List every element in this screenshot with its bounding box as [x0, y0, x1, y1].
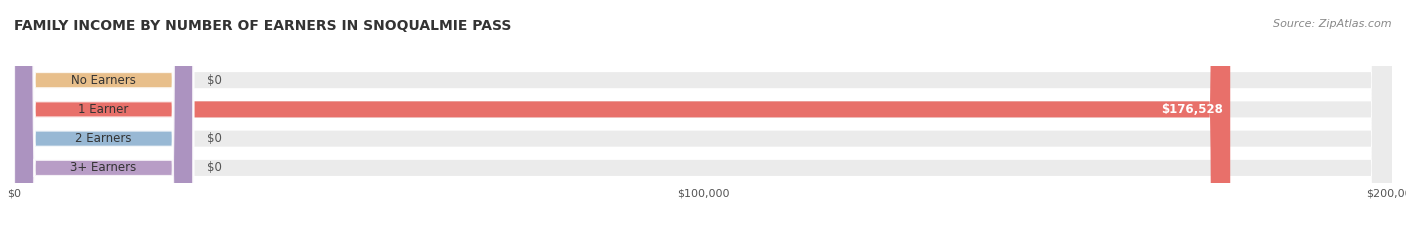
- FancyBboxPatch shape: [14, 0, 193, 234]
- FancyBboxPatch shape: [14, 0, 1392, 234]
- Text: FAMILY INCOME BY NUMBER OF EARNERS IN SNOQUALMIE PASS: FAMILY INCOME BY NUMBER OF EARNERS IN SN…: [14, 19, 512, 33]
- FancyBboxPatch shape: [14, 0, 1392, 234]
- Text: $0: $0: [207, 132, 222, 145]
- FancyBboxPatch shape: [14, 0, 1392, 234]
- FancyBboxPatch shape: [14, 0, 193, 234]
- Text: 1 Earner: 1 Earner: [79, 103, 129, 116]
- FancyBboxPatch shape: [14, 0, 193, 234]
- FancyBboxPatch shape: [14, 0, 193, 234]
- Text: Source: ZipAtlas.com: Source: ZipAtlas.com: [1274, 19, 1392, 29]
- FancyBboxPatch shape: [14, 0, 1230, 234]
- FancyBboxPatch shape: [14, 0, 1392, 234]
- Text: $176,528: $176,528: [1161, 103, 1223, 116]
- Text: 3+ Earners: 3+ Earners: [70, 161, 136, 174]
- Text: No Earners: No Earners: [72, 74, 136, 87]
- Text: $0: $0: [207, 74, 222, 87]
- Text: $0: $0: [207, 161, 222, 174]
- Text: 2 Earners: 2 Earners: [76, 132, 132, 145]
